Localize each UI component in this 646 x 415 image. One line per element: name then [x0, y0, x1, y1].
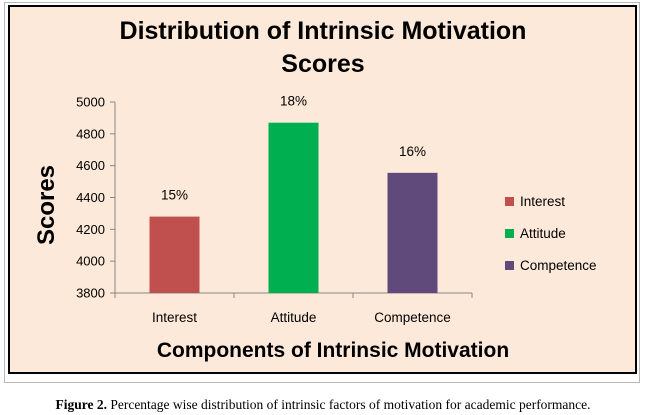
x-axis-title: Components of Intrinsic Motivation: [157, 339, 509, 362]
chart-title-line2: Scores: [281, 50, 364, 78]
legend-swatch-competence: [505, 261, 514, 270]
chart-area: Distribution of Intrinsic Motivation Sco…: [8, 5, 637, 374]
x-tick-label: Attitude: [271, 310, 317, 325]
x-tick-label: Interest: [152, 310, 197, 325]
data-label: 18%: [280, 94, 307, 109]
chart-title-line1: Distribution of Intrinsic Motivation: [120, 17, 527, 45]
legend-label-competence: Competence: [520, 258, 597, 273]
y-axis-title: Scores: [33, 165, 60, 245]
bar-competence: [387, 172, 438, 293]
y-tick-label: 4400: [76, 190, 105, 205]
y-tick-label: 3800: [76, 286, 105, 301]
y-tick-label: 4600: [76, 158, 105, 173]
x-tick-label: Competence: [374, 310, 451, 325]
bar-chart: Distribution of Intrinsic Motivation Sco…: [33, 17, 597, 362]
caption-text: Percentage wise distribution of intrinsi…: [106, 397, 591, 412]
legend-label-interest: Interest: [520, 194, 565, 209]
y-tick-label: 4800: [76, 126, 105, 141]
legend-swatch-interest: [505, 197, 514, 206]
bar-attitude: [268, 122, 319, 293]
legend-label-attitude: Attitude: [520, 226, 566, 241]
caption-label: Figure 2.: [55, 397, 107, 412]
bar-interest: [149, 216, 200, 293]
y-tick-label: 4000: [76, 254, 105, 269]
y-tick-label: 5000: [76, 95, 105, 110]
data-label: 15%: [161, 188, 188, 203]
plot-area: 3800 4000 4200 4400 4600 4800 5000 Interest 15% A…: [76, 94, 473, 325]
y-tick-label: 4200: [76, 222, 105, 237]
data-label: 16%: [399, 144, 426, 159]
legend: Interest Attitude Competence: [505, 194, 597, 273]
figure-caption: Figure 2. Percentage wise distribution o…: [0, 397, 646, 413]
legend-swatch-attitude: [505, 229, 514, 238]
